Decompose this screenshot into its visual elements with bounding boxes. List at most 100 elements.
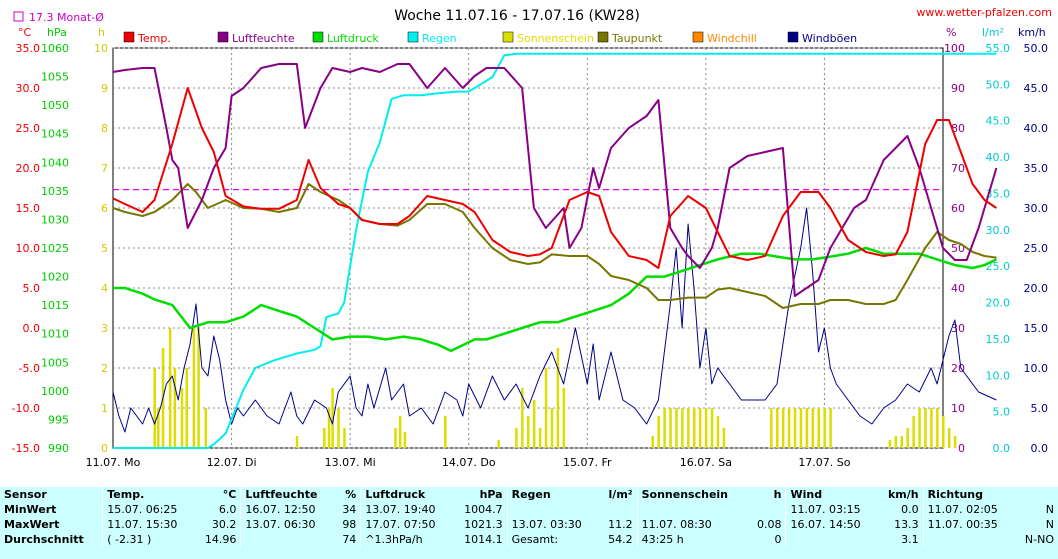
tick-label-temp_c: 30.0 [16,82,41,95]
cell [748,502,786,517]
sun-bar-39 [704,408,708,448]
cell: 15.07. 06:25 [102,502,195,517]
hdr-direction: Richtung [922,487,1015,502]
sun-bar-47 [793,408,797,448]
sun-bar-16 [394,428,397,448]
tick-label-temp_c: -15.0 [12,442,40,455]
tick-label-temp_c: 25.0 [16,122,41,135]
cell [599,502,637,517]
hdr-pressure: Luftdruck [360,487,453,502]
hdr-humidity-unit: % [345,488,357,501]
tick-label-rain_lm2: 5.0 [993,406,1011,419]
x-label-3: 14.07. Do [442,456,496,469]
stats-row-avg: Durchschnitt ( -2.31 ) 14.96 74 ^1.3hPa/… [0,532,1058,547]
tick-label-wind_kmh: 15.0 [1024,322,1049,335]
legend-label-6: Windchill [707,32,757,45]
unit-kmh: km/h [1018,26,1046,39]
cell: 54.2 [608,533,633,546]
tick-label-rain_lm2: 50.0 [986,78,1011,91]
hdr-wind: Wind [785,487,878,502]
tick-label-pressure_hpa: 1055 [41,71,69,84]
series-line-regen [113,52,997,449]
tick-label-humidity_pct: 70 [951,162,965,175]
tick-label-rain_lm2: 15.0 [986,333,1011,346]
sun-bar-17 [398,416,402,448]
legend-swatch-4 [502,31,514,43]
tick-label-rain_lm2: 25.0 [986,260,1011,273]
cell: 11.07. 00:35 [922,517,1015,532]
cell: 11.2 [608,518,633,531]
hdr-wind-unit: km/h [887,488,919,501]
stats-row-max: MaxWert 11.07. 15:30 30.2 13.07. 06:30 9… [0,517,1058,532]
tick-label-humidity_pct: 90 [951,82,965,95]
sun-bar-21 [515,428,518,448]
hdr-sun-unit: h [773,488,782,501]
tick-label-wind_kmh: 30.0 [1024,202,1049,215]
tick-label-pressure_hpa: 1005 [41,356,69,369]
cell: 1014.1 [464,533,503,546]
cell: 6.0 [218,503,237,516]
x-label-4: 15.07. Fr [563,456,612,469]
legend-label-4: Sonnenschein [517,32,594,45]
cell: 17.07. 07:50 [360,517,453,532]
series-line-luftfeuchte [112,63,998,297]
cell: Gesamt: [506,532,599,547]
sun-bar-5 [180,388,184,448]
sun-bar-1 [157,408,160,448]
legend-swatch-3 [407,31,419,43]
cell [240,532,335,547]
tick-label-wind_kmh: 50.0 [1024,42,1049,55]
legend-swatch-2 [312,31,324,43]
legend-swatch-0 [123,31,135,43]
tick-label-rain_lm2: 10.0 [986,369,1011,382]
sun-bar-28 [556,348,560,448]
sun-bar-29 [562,388,566,448]
sun-bar-63 [942,416,945,448]
hdr-rain: Regen [506,487,599,502]
cell: 13.07. 06:30 [240,517,335,532]
sun-bar-30 [651,436,654,448]
hdr-direction-spacer [1015,487,1058,502]
unit-hpa: hPa [47,26,67,39]
cell: N [1045,518,1054,531]
stats-row-min: MinWert 15.07. 06:25 6.0 16.07. 12:50 34… [0,502,1058,517]
tick-label-pressure_hpa: 1040 [41,156,69,169]
tick-label-temp_c: 35.0 [16,42,41,55]
cell [636,502,748,517]
tick-label-pressure_hpa: 1060 [41,42,69,55]
sun-bar-41 [716,416,720,448]
sun-bar-10 [295,436,299,448]
tick-label-sun_h: 7 [101,162,108,175]
hdr-humidity: Luftfeuchte [240,487,335,502]
cell: 0.08 [756,518,782,531]
sun-bar-37 [693,408,696,448]
cell: N [1045,503,1054,516]
unit-c: °C [18,26,32,39]
sun-bar-33 [669,408,672,448]
cell: ^1.3hPa/h [360,532,453,547]
sun-bar-12 [327,408,331,448]
chart-title: Woche 11.07.16 - 17.07.16 (KW28) [394,8,640,24]
sun-bar-20 [497,440,500,448]
site-url: www.wetter-pfalzen.com [916,6,1052,19]
cell: MaxWert [4,518,60,531]
tick-label-sun_h: 0 [101,442,108,455]
sun-bar-50 [811,408,815,448]
sun-bar-14 [337,408,340,448]
x-label-2: 13.07. Mi [325,456,376,469]
tick-label-wind_kmh: 40.0 [1024,122,1049,135]
sun-bar-31 [657,416,660,448]
tick-label-rain_lm2: 40.0 [986,151,1011,164]
sun-bar-7 [192,328,196,448]
sun-bar-23 [527,416,530,448]
legend-label-5: Taupunkt [611,32,663,45]
tick-label-rain_lm2: 30.0 [986,224,1011,237]
tick-label-pressure_hpa: 1025 [41,242,69,255]
tick-label-sun_h: 8 [101,122,108,135]
sun-bar-35 [681,408,684,448]
tick-label-pressure_hpa: 1045 [41,128,69,141]
sun-bar-11 [323,428,326,448]
monthly-avg-marker [13,11,24,22]
unit-lm2: l/m² [982,26,1004,39]
sun-bar-13 [331,388,334,448]
